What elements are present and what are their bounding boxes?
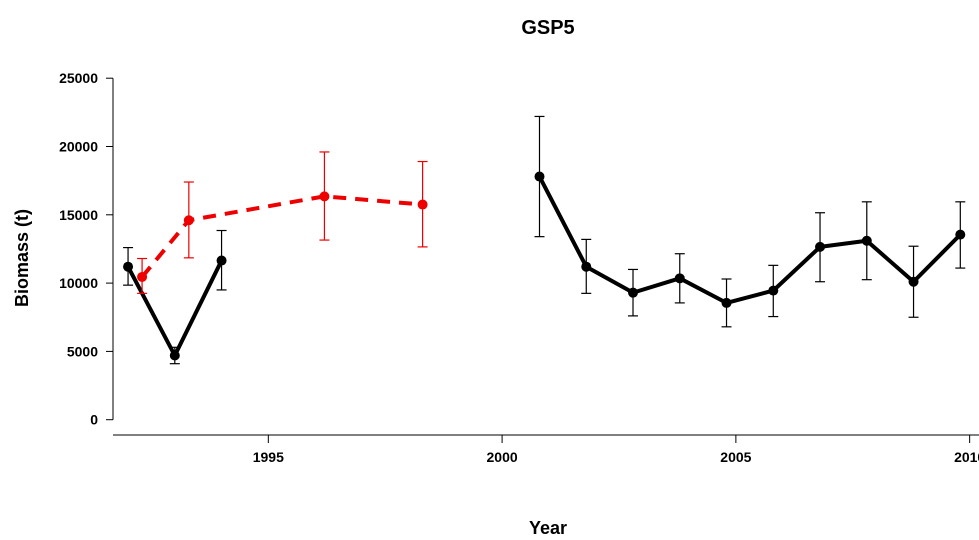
data-point <box>908 276 919 287</box>
x-tick-label: 2010 <box>954 449 979 465</box>
series-line-solid <box>537 175 962 305</box>
x-tick-label: 2005 <box>720 449 751 465</box>
data-point <box>721 297 732 308</box>
y-tick-label: 0 <box>90 412 98 428</box>
x-axis-title: Year <box>529 518 567 538</box>
y-tick-label: 20000 <box>59 138 98 154</box>
data-point <box>628 287 639 298</box>
series-line-dashed <box>140 194 423 279</box>
data-point <box>123 261 134 272</box>
series-layer <box>123 115 966 365</box>
y-tick-label: 15000 <box>59 207 98 223</box>
data-point <box>815 241 826 252</box>
y-tick-label: 10000 <box>59 275 98 291</box>
x-tick-label: 1995 <box>253 449 284 465</box>
series-red-dashed <box>137 151 428 294</box>
series-black-solid <box>123 115 966 365</box>
data-point <box>534 171 545 182</box>
data-point <box>581 261 592 272</box>
y-tick-label: 5000 <box>67 343 98 359</box>
data-point <box>183 215 194 226</box>
x-tick-label: 2000 <box>487 449 518 465</box>
data-point <box>768 285 779 296</box>
y-axis-title: Biomass (t) <box>12 209 32 307</box>
y-tick-label: 25000 <box>59 70 98 86</box>
data-point <box>137 271 148 282</box>
data-point <box>955 229 966 240</box>
data-point <box>861 235 872 246</box>
data-point <box>169 350 180 361</box>
data-point <box>674 273 685 284</box>
chart-title: GSP5 <box>521 17 574 39</box>
axes: 0 5000 10000 15000 20000 25000 1995 2000 2005 201… <box>59 70 979 465</box>
data-point <box>417 199 428 210</box>
data-point <box>216 255 227 266</box>
data-point <box>319 191 330 202</box>
